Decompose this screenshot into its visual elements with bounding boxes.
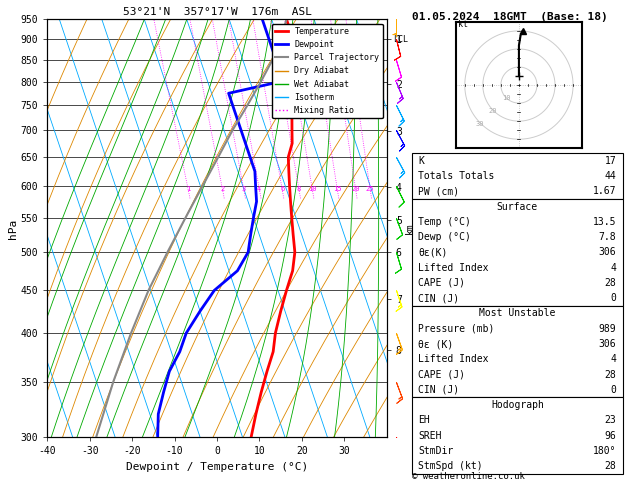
Text: 306: 306 [599, 339, 616, 349]
Text: Hodograph: Hodograph [491, 400, 544, 410]
Text: K: K [418, 156, 424, 166]
Text: 15: 15 [333, 186, 342, 192]
Text: StmDir: StmDir [418, 446, 454, 456]
Text: 30: 30 [476, 121, 484, 127]
Text: 180°: 180° [593, 446, 616, 456]
Text: 28: 28 [604, 369, 616, 380]
Text: 25: 25 [366, 186, 374, 192]
Text: Surface: Surface [497, 202, 538, 211]
Bar [412, 153, 623, 199]
Text: 23: 23 [604, 416, 616, 425]
Text: 20: 20 [352, 186, 360, 192]
Text: 306: 306 [599, 247, 616, 258]
Text: CIN (J): CIN (J) [418, 293, 459, 303]
Text: 44: 44 [604, 171, 616, 181]
Text: 96: 96 [604, 431, 616, 441]
Text: Totals Totals: Totals Totals [418, 171, 494, 181]
Text: 01.05.2024  18GMT  (Base: 18): 01.05.2024 18GMT (Base: 18) [412, 12, 608, 22]
Y-axis label: km
ASL: km ASL [404, 220, 426, 237]
Text: Temp (°C): Temp (°C) [418, 217, 471, 227]
Text: © weatheronline.co.uk: © weatheronline.co.uk [412, 472, 525, 481]
Text: 28: 28 [604, 278, 616, 288]
Text: 13.5: 13.5 [593, 217, 616, 227]
Text: θε(K): θε(K) [418, 247, 448, 258]
Text: CAPE (J): CAPE (J) [418, 278, 465, 288]
Text: 10: 10 [502, 95, 510, 101]
Legend: Temperature, Dewpoint, Parcel Trajectory, Dry Adiabat, Wet Adiabat, Isotherm, Mi: Temperature, Dewpoint, Parcel Trajectory… [272, 24, 382, 118]
Text: 4: 4 [257, 186, 262, 192]
Text: CIN (J): CIN (J) [418, 385, 459, 395]
Text: Mixing Ratio (g/kg): Mixing Ratio (g/kg) [416, 181, 425, 276]
Text: 8: 8 [297, 186, 301, 192]
Bar [412, 398, 623, 474]
Text: 4: 4 [611, 262, 616, 273]
Text: 4: 4 [611, 354, 616, 364]
Y-axis label: hPa: hPa [8, 218, 18, 239]
Text: Pressure (mb): Pressure (mb) [418, 324, 494, 334]
Bar [412, 306, 623, 398]
Text: 17: 17 [604, 156, 616, 166]
Text: EH: EH [418, 416, 430, 425]
Text: 6: 6 [280, 186, 284, 192]
Title: 53°21'N  357°17'W  176m  ASL: 53°21'N 357°17'W 176m ASL [123, 7, 311, 17]
Text: 28: 28 [604, 461, 616, 471]
Text: 3: 3 [242, 186, 246, 192]
Text: 989: 989 [599, 324, 616, 334]
Text: 20: 20 [489, 108, 497, 114]
Text: PW (cm): PW (cm) [418, 186, 459, 196]
Text: Lifted Index: Lifted Index [418, 262, 489, 273]
Bar [412, 199, 623, 306]
Text: 1.67: 1.67 [593, 186, 616, 196]
Text: kt: kt [457, 20, 467, 29]
Text: Dewp (°C): Dewp (°C) [418, 232, 471, 242]
Text: StmSpd (kt): StmSpd (kt) [418, 461, 483, 471]
Text: θε (K): θε (K) [418, 339, 454, 349]
Text: 0: 0 [611, 293, 616, 303]
Text: LCL: LCL [393, 35, 408, 44]
Text: Most Unstable: Most Unstable [479, 309, 555, 318]
X-axis label: Dewpoint / Temperature (°C): Dewpoint / Temperature (°C) [126, 462, 308, 472]
Text: 10: 10 [308, 186, 316, 192]
Text: Lifted Index: Lifted Index [418, 354, 489, 364]
Text: CAPE (J): CAPE (J) [418, 369, 465, 380]
Text: 7.8: 7.8 [599, 232, 616, 242]
Text: 0: 0 [611, 385, 616, 395]
Text: 1: 1 [186, 186, 190, 192]
Text: 2: 2 [220, 186, 225, 192]
Text: SREH: SREH [418, 431, 442, 441]
